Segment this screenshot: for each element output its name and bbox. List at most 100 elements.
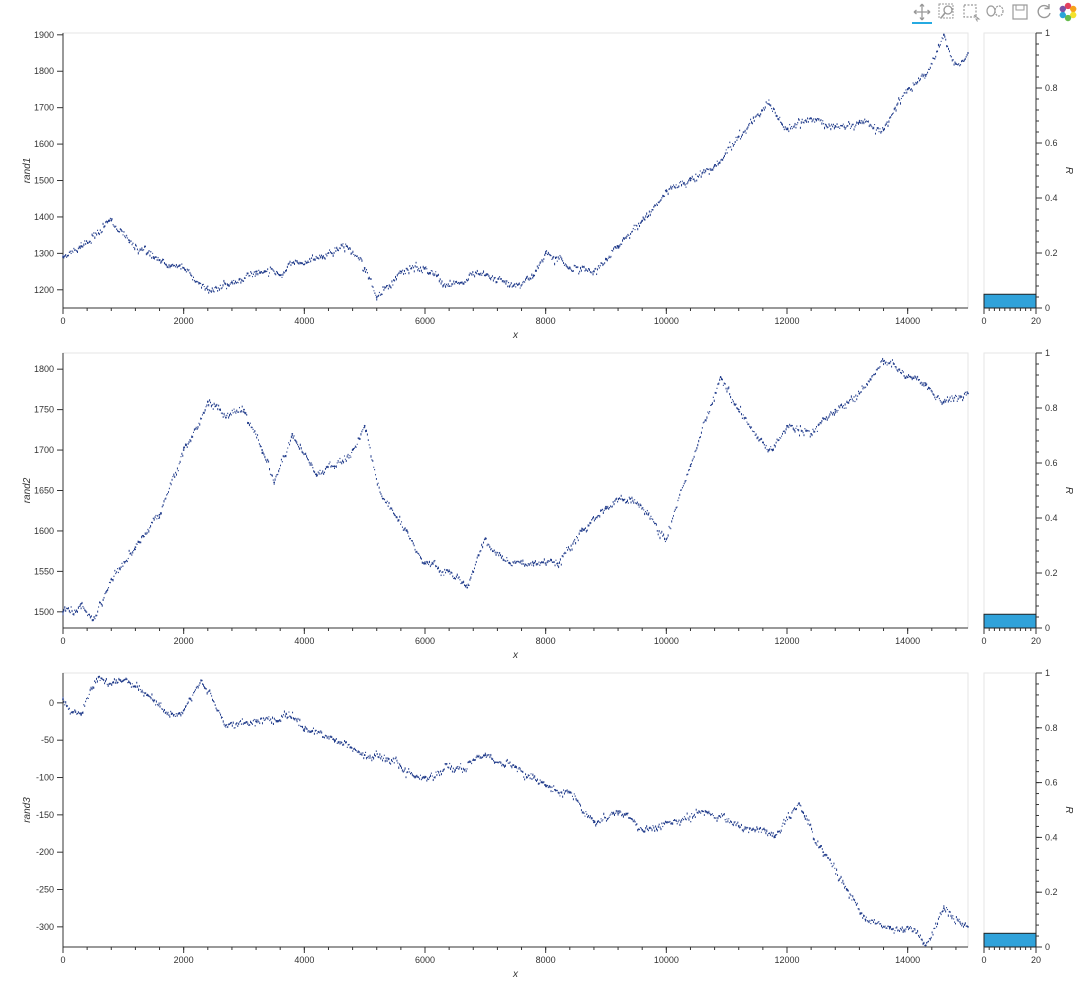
data-point (395, 515, 397, 519)
data-point (656, 827, 658, 831)
data-point (719, 161, 721, 164)
data-point (369, 278, 371, 280)
data-point (815, 425, 817, 428)
data-point (509, 562, 511, 565)
data-point (245, 274, 247, 276)
data-point (299, 443, 301, 447)
data-point (523, 776, 525, 778)
data-point (876, 127, 878, 129)
data-point (265, 717, 267, 719)
data-point (214, 405, 216, 408)
data-point (240, 723, 242, 725)
data-point (382, 757, 384, 759)
data-point (408, 271, 410, 275)
box-zoom-tool[interactable] (937, 2, 957, 22)
data-point (559, 558, 561, 561)
data-point (317, 731, 319, 733)
data-point (801, 118, 803, 121)
data-point (819, 120, 821, 122)
data-point (729, 822, 731, 824)
lasso-select-tool[interactable] (985, 2, 1005, 22)
data-point (514, 766, 516, 768)
data-point (176, 473, 178, 476)
data-point (912, 82, 914, 84)
save-tool[interactable] (1010, 2, 1030, 22)
data-point (821, 419, 823, 423)
data-point (501, 555, 503, 558)
data-point (483, 538, 485, 541)
data-point (358, 437, 360, 440)
data-point (613, 813, 615, 817)
data-point (263, 719, 265, 721)
data-point (265, 270, 267, 273)
data-point (959, 65, 961, 67)
data-point (721, 814, 723, 817)
data-point (507, 559, 509, 562)
data-point (586, 269, 588, 271)
data-point (909, 375, 911, 378)
x-tick-label: 8000 (536, 316, 556, 326)
data-point (290, 715, 292, 719)
data-point (655, 204, 657, 207)
data-point (70, 606, 72, 608)
hist-y-tick-label: 1 (1045, 348, 1050, 358)
data-point (344, 250, 346, 253)
data-point (963, 59, 965, 62)
data-point (62, 254, 64, 257)
pan-tool[interactable] (912, 2, 932, 24)
data-point (914, 375, 916, 378)
data-point (740, 405, 742, 408)
data-point (230, 721, 232, 724)
data-point (640, 504, 642, 507)
series-anchor-point (665, 190, 668, 193)
data-point (722, 384, 724, 386)
box-select-tool[interactable] (961, 2, 981, 22)
series-anchor-point (345, 245, 348, 247)
data-point (370, 757, 372, 759)
data-point (218, 404, 220, 407)
data-point (368, 757, 370, 759)
data-point (310, 462, 312, 464)
data-point (705, 810, 707, 813)
data-point (525, 563, 527, 566)
data-point (345, 459, 347, 462)
y-tick-label: 1700 (34, 103, 54, 113)
data-point (312, 727, 314, 729)
data-point (533, 776, 535, 779)
data-point (737, 821, 739, 824)
hist-y-tick-label: 0.6 (1045, 138, 1058, 148)
data-point (463, 580, 465, 584)
data-point (622, 239, 624, 242)
data-point (360, 752, 362, 755)
data-point (624, 498, 626, 501)
data-point (160, 512, 162, 515)
data-point (937, 50, 939, 53)
data-point (370, 278, 372, 280)
data-point (527, 277, 529, 280)
hist-y-axis-label: R (1063, 167, 1074, 174)
data-point (834, 126, 836, 128)
y-tick-label: 1750 (34, 405, 54, 415)
data-point (176, 467, 178, 470)
data-point (709, 167, 711, 171)
data-point (400, 273, 402, 275)
data-point (662, 825, 664, 828)
reset-tool[interactable] (1034, 2, 1054, 22)
data-point (813, 430, 815, 433)
data-point (171, 478, 173, 481)
data-point (363, 427, 365, 429)
bokeh-logo[interactable] (1058, 2, 1078, 22)
data-point (736, 407, 738, 410)
data-point (435, 271, 437, 273)
data-point (715, 392, 717, 394)
data-point (601, 262, 603, 265)
data-point (89, 616, 91, 619)
data-point (209, 689, 211, 692)
data-point (410, 267, 412, 270)
data-point (397, 273, 399, 275)
series-anchor-point (605, 505, 607, 508)
data-point (243, 411, 245, 413)
data-point (517, 560, 519, 562)
data-point (805, 429, 807, 432)
